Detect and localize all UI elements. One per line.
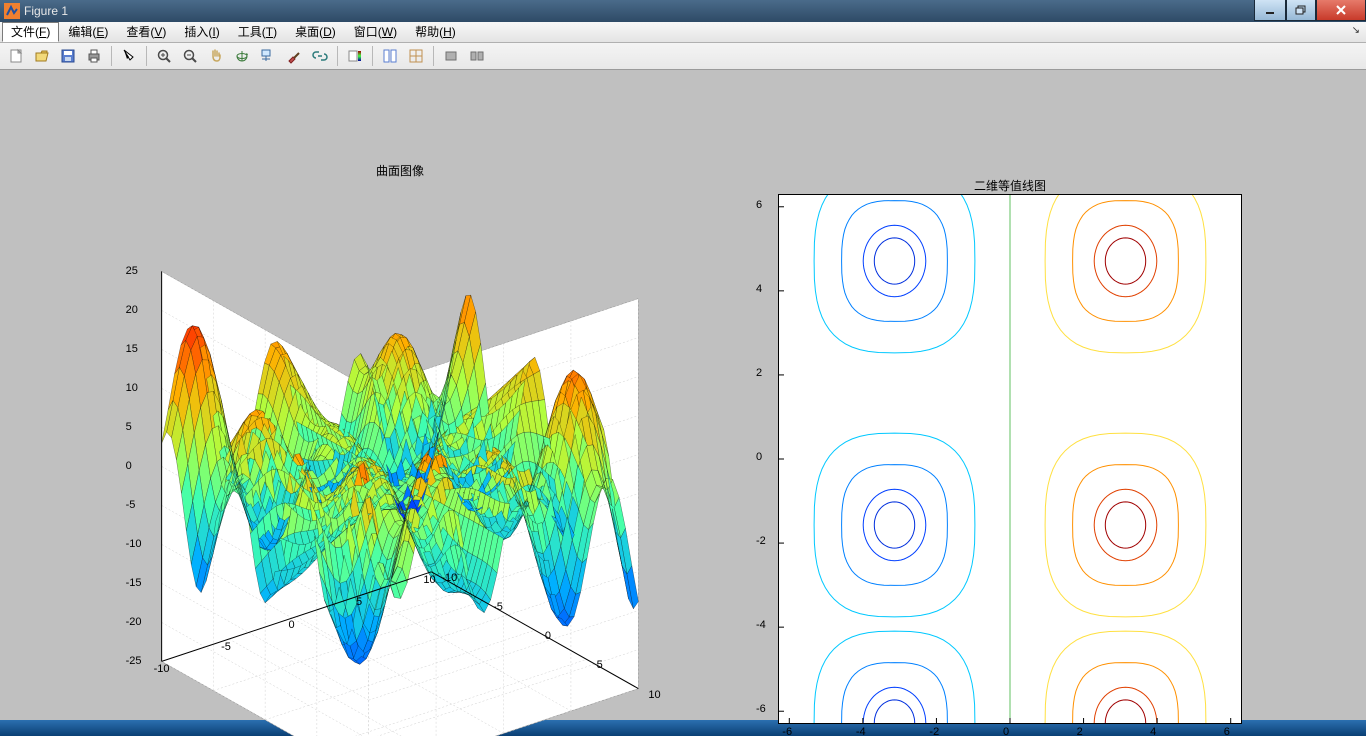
zoom-in-button[interactable] — [152, 44, 176, 68]
show-tools-button[interactable] — [465, 44, 489, 68]
menu-w[interactable]: 窗口(W) — [345, 22, 406, 42]
brush-button[interactable] — [282, 44, 306, 68]
subplot-surf3d[interactable]: 曲面图像 — [140, 180, 660, 736]
menubar: 文件(F)编辑(E)查看(V)插入(I)工具(T)桌面(D)窗口(W)帮助(H)… — [0, 22, 1366, 43]
menu-t[interactable]: 工具(T) — [229, 22, 286, 42]
print-button[interactable] — [82, 44, 106, 68]
surf-title: 曲面图像 — [140, 162, 660, 179]
window-buttons — [1254, 0, 1366, 20]
minimize-button[interactable] — [1254, 0, 1286, 21]
new-figure-button[interactable] — [4, 44, 28, 68]
toolbar — [0, 43, 1366, 70]
close-button[interactable] — [1316, 0, 1366, 21]
edit-plot-button[interactable] — [117, 44, 141, 68]
subplot-contour[interactable]: 二维等值线图 — [778, 194, 1242, 724]
rotate3d-button[interactable] — [230, 44, 254, 68]
zoom-out-button[interactable] — [178, 44, 202, 68]
window-title: Figure 1 — [24, 4, 68, 18]
figure-canvas[interactable]: 曲面图像 二维等值线图 -6-4-20246-6-4-20246 -25-20-… — [0, 70, 1366, 720]
menu-d[interactable]: 桌面(D) — [286, 22, 345, 42]
link-button[interactable] — [308, 44, 332, 68]
restore-button[interactable] — [1286, 0, 1316, 21]
figure-window: Figure 1 文件(F)编辑(E)查看(V)插入(I)工具(T)桌面(D)窗… — [0, 0, 1366, 720]
pan-button[interactable] — [204, 44, 228, 68]
layout-button[interactable] — [404, 44, 428, 68]
menu-h[interactable]: 帮助(H) — [406, 22, 465, 42]
dock-arrow-icon[interactable]: ↘ — [1352, 25, 1360, 36]
contour-title: 二维等值线图 — [779, 177, 1241, 194]
menu-f[interactable]: 文件(F) — [2, 22, 59, 42]
contour-plot — [779, 195, 1241, 723]
matlab-icon — [4, 3, 20, 19]
insert-colorbar-button[interactable] — [343, 44, 367, 68]
new-subplot-button[interactable] — [378, 44, 402, 68]
hide-tools-button[interactable] — [439, 44, 463, 68]
menu-i[interactable]: 插入(I) — [175, 22, 228, 42]
menu-e[interactable]: 编辑(E) — [59, 22, 117, 42]
titlebar[interactable]: Figure 1 — [0, 0, 1366, 22]
datacursor-button[interactable] — [256, 44, 280, 68]
save-button[interactable] — [56, 44, 80, 68]
open-button[interactable] — [30, 44, 54, 68]
menu-v[interactable]: 查看(V) — [117, 22, 175, 42]
